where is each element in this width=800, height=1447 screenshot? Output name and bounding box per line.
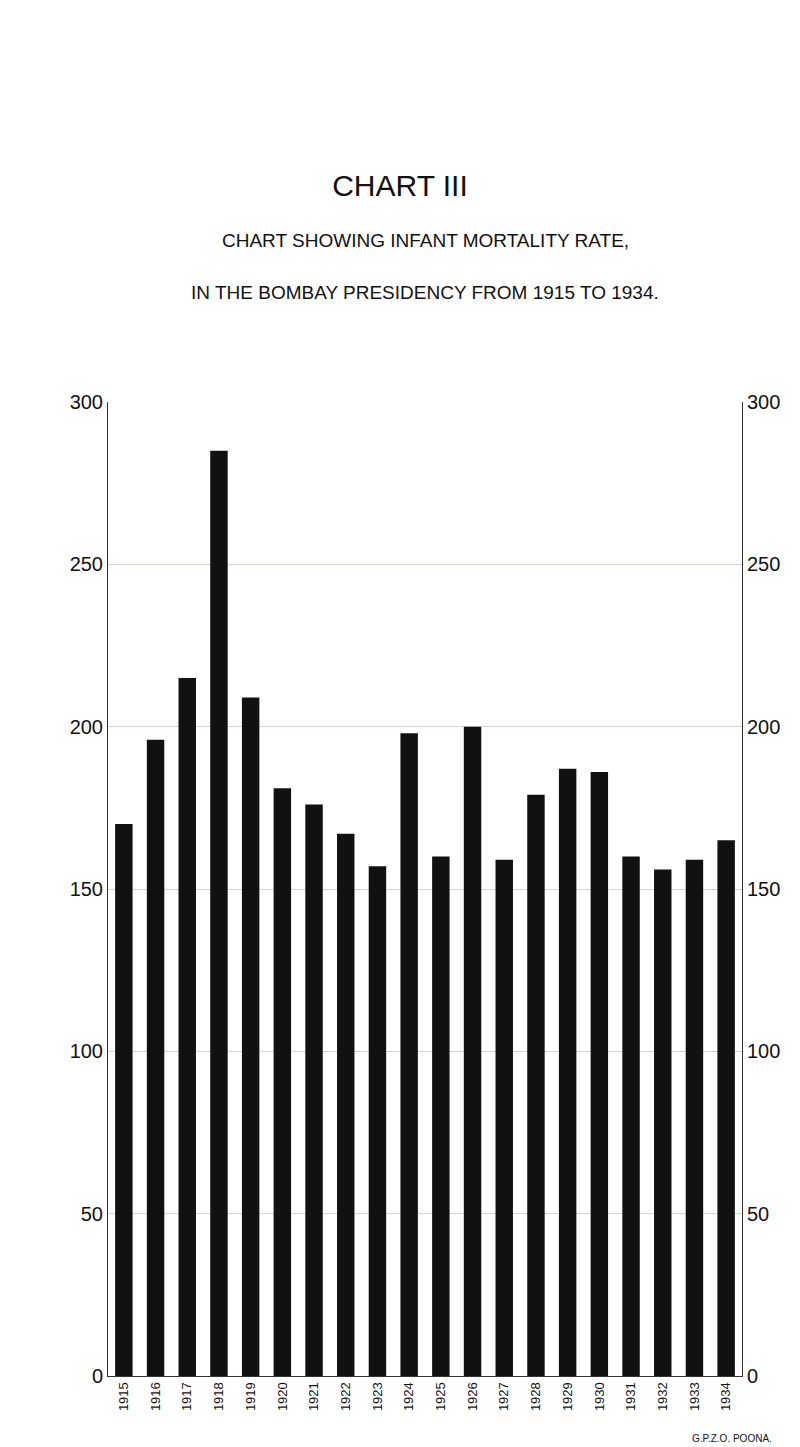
svg-text:250: 250 [70, 553, 103, 575]
svg-text:250: 250 [747, 553, 780, 575]
svg-text:100: 100 [70, 1040, 103, 1062]
svg-text:150: 150 [70, 878, 103, 900]
svg-text:1917: 1917 [179, 1382, 194, 1411]
svg-text:50: 50 [747, 1203, 769, 1225]
svg-text:CHART III: CHART III [332, 169, 468, 202]
svg-text:1916: 1916 [148, 1382, 163, 1411]
svg-text:1926: 1926 [465, 1382, 480, 1411]
svg-text:50: 50 [81, 1203, 103, 1225]
svg-text:1924: 1924 [401, 1382, 416, 1411]
svg-text:300: 300 [70, 391, 103, 413]
svg-text:1925: 1925 [433, 1382, 448, 1411]
svg-text:0: 0 [92, 1365, 103, 1387]
svg-text:200: 200 [747, 716, 780, 738]
svg-text:1929: 1929 [560, 1382, 575, 1411]
svg-text:0: 0 [747, 1365, 758, 1387]
svg-text:IN THE BOMBAY PRESIDENCY FROM: IN THE BOMBAY PRESIDENCY FROM 1915 TO 19… [191, 282, 659, 303]
svg-text:1928: 1928 [528, 1382, 543, 1411]
svg-text:1923: 1923 [370, 1382, 385, 1411]
svg-text:G.P.Z.O. POONA.: G.P.Z.O. POONA. [692, 1433, 772, 1444]
svg-text:1918: 1918 [211, 1382, 226, 1411]
svg-text:200: 200 [70, 716, 103, 738]
svg-text:1927: 1927 [496, 1382, 511, 1411]
svg-text:1932: 1932 [655, 1382, 670, 1411]
svg-text:1933: 1933 [687, 1382, 702, 1411]
svg-text:1921: 1921 [306, 1382, 321, 1411]
svg-text:1920: 1920 [275, 1382, 290, 1411]
svg-text:1915: 1915 [116, 1382, 131, 1411]
svg-text:1931: 1931 [623, 1382, 638, 1411]
svg-text:1922: 1922 [338, 1382, 353, 1411]
svg-text:1919: 1919 [243, 1382, 258, 1411]
svg-text:1930: 1930 [592, 1382, 607, 1411]
svg-text:100: 100 [747, 1040, 780, 1062]
svg-text:150: 150 [747, 878, 780, 900]
svg-text:1934: 1934 [718, 1382, 733, 1411]
svg-text:300: 300 [747, 391, 780, 413]
svg-text:CHART SHOWING INFANT MORTALITY: CHART SHOWING INFANT MORTALITY RATE, [222, 230, 629, 251]
